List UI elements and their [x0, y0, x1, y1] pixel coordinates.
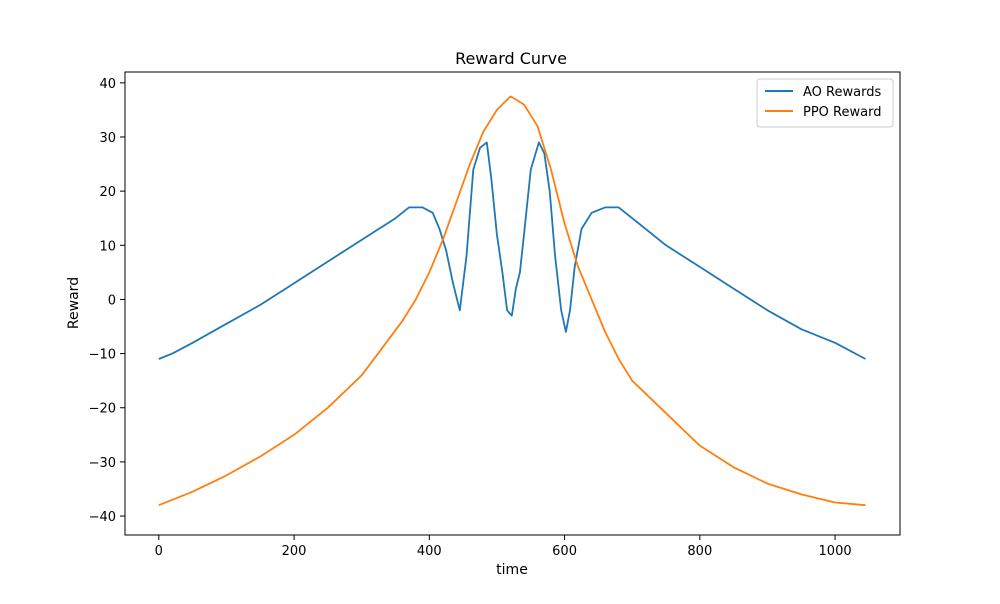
x-axis: 0 200 400 600 800 1000: [155, 535, 852, 559]
legend: AO Rewards PPO Reward: [756, 78, 894, 128]
y-tick-label: 40: [99, 77, 116, 92]
y-tick-label: −30: [89, 456, 116, 471]
x-tick-label: 600: [552, 544, 577, 559]
legend-label-ppo-reward: PPO Reward: [803, 105, 881, 120]
series-line-ppo-reward: [158, 95, 866, 507]
y-axis: −40 −30 −20 −10 0 10 20 30 40: [89, 77, 125, 525]
x-tick-label: 800: [687, 544, 712, 559]
series-line-ao-rewards: [158, 141, 866, 360]
y-axis-label: Reward: [66, 277, 82, 329]
plot-frame: [124, 71, 901, 536]
y-tick-label: −20: [89, 402, 116, 417]
x-tick-label: 400: [417, 544, 442, 559]
x-tick-label: 200: [282, 544, 307, 559]
x-axis-label: time: [496, 562, 528, 578]
y-tick-label: 10: [99, 239, 116, 254]
x-tick-label: 0: [155, 544, 163, 559]
legend-label-ao-rewards: AO Rewards: [803, 85, 881, 100]
y-tick-label: −10: [89, 348, 116, 363]
y-tick-label: 20: [99, 185, 116, 200]
y-tick-label: 30: [99, 131, 116, 146]
y-tick-label: −40: [89, 510, 116, 525]
x-tick-label: 1000: [819, 544, 852, 559]
y-tick-label: 0: [108, 293, 116, 308]
chart-title: Reward Curve: [455, 49, 567, 68]
plot-lines: [158, 95, 866, 507]
